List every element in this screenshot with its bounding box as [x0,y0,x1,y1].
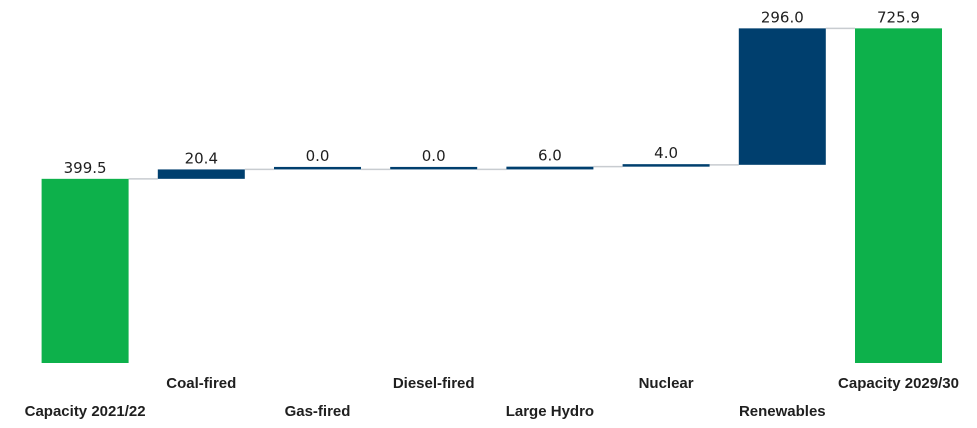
value-label: 399.5 [64,159,107,177]
category-label: Gas-fired [285,403,351,420]
bar-diesel-fired [390,166,478,170]
value-label: 20.4 [185,149,218,167]
bar-large-hydro [506,166,594,170]
bar-gas-fired [274,166,361,170]
category-label: Nuclear [639,375,694,392]
category-label: Coal-fired [166,375,236,392]
category-labels: Capacity 2021/22 Coal-fired Gas-fired Diese… [25,375,959,420]
value-label: 0.0 [306,147,330,165]
value-label: 296.0 [761,8,804,26]
bar-capacity-2021-22 [41,178,129,363]
value-label: 6.0 [538,147,562,165]
connector-lines [128,27,855,180]
bar-coal-fired [157,169,245,179]
value-labels: 399.5 20.4 0.0 0.0 6.0 4.0 296.0 725.9 [64,8,920,176]
bar-capacity-2029-30 [855,28,942,363]
bars [41,28,942,363]
value-label: 725.9 [877,8,920,26]
bar-nuclear [622,164,710,167]
category-label: Capacity 2029/30 [838,375,959,392]
category-label: Renewables [739,403,826,420]
bar-renewables [738,28,826,165]
value-label: 0.0 [422,147,446,165]
category-label: Capacity 2021/22 [25,403,146,420]
category-label: Diesel-fired [393,375,475,392]
value-label: 4.0 [654,144,678,162]
category-label: Large Hydro [506,403,594,420]
